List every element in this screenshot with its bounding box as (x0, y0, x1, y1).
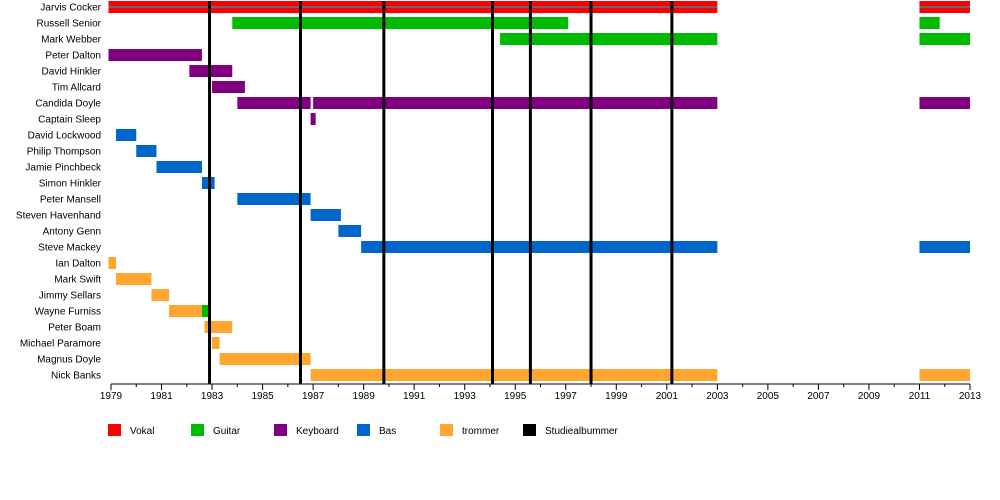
legend-label-guitar: Guitar (213, 426, 241, 437)
bar-keyboard (237, 97, 311, 109)
bar-keyboard (919, 97, 970, 109)
member-name: Simon Hinkler (39, 179, 102, 190)
tick-label: 2005 (757, 391, 780, 402)
legend-label-drums: trommer (462, 426, 500, 437)
tick-label: 1983 (201, 391, 224, 402)
bar-drums (212, 337, 220, 349)
legend-swatch-album (523, 424, 536, 436)
tick-label: 1989 (353, 391, 376, 402)
member-name: Steven Havenhand (16, 211, 101, 222)
member-name: Captain Sleep (38, 115, 101, 126)
legend-swatch-drums (440, 424, 453, 436)
member-names: Jarvis Cocker Russell Senior Mark Webber Pe… (16, 3, 102, 382)
tick-label: 1997 (555, 391, 578, 402)
member-name: Magnus Doyle (37, 355, 101, 366)
bar-drums (108, 257, 117, 269)
tick-label: 1979 (100, 391, 123, 402)
bar-drums (169, 305, 202, 317)
bar-bass (156, 161, 202, 173)
bar-guitar (919, 17, 940, 29)
member-name: Philip Thompson (27, 147, 101, 158)
vocal-bar-stripe (108, 6, 718, 8)
tick-label: 1981 (150, 391, 173, 402)
legend-label-bass: Bas (379, 426, 396, 437)
member-name: Mark Swift (54, 275, 101, 286)
bar-bass (361, 241, 718, 253)
member-name: Jimmy Sellars (39, 291, 101, 302)
tick-label: 2009 (858, 391, 881, 402)
bar-drums (116, 273, 152, 285)
legend-swatch-bass (357, 424, 370, 436)
legend-swatch-vocal (108, 424, 121, 436)
member-name: Tim Allcard (52, 83, 101, 94)
bar-guitar (201, 305, 210, 317)
album-lines (208, 1, 674, 384)
member-name: David Lockwood (28, 131, 101, 142)
legend-label-vocal: Vokal (130, 426, 154, 437)
bar-bass (338, 225, 362, 237)
tick-label: 2011 (909, 391, 931, 402)
member-name: Peter Dalton (45, 51, 101, 62)
bar-drums (310, 369, 718, 381)
legend-swatch-keyboard (274, 424, 287, 436)
bar-bass (919, 241, 970, 253)
member-name: Peter Mansell (40, 195, 101, 206)
member-name: Peter Boam (48, 323, 101, 334)
tick-label: 2001 (656, 391, 679, 402)
member-name: Antony Genn (43, 227, 101, 238)
tick-label: 1999 (605, 391, 628, 402)
bar-bass (310, 209, 341, 221)
tick-label: 1991 (403, 391, 426, 402)
tick-label: 2013 (959, 391, 982, 402)
bar-guitar (232, 17, 569, 29)
bar-keyboard (212, 81, 245, 93)
member-name: Wayne Furniss (35, 307, 101, 318)
tick-label: 1995 (504, 391, 527, 402)
member-name: Michael Paramore (20, 339, 102, 350)
member-bars (108, 1, 970, 381)
bar-drums (204, 321, 233, 333)
x-axis: 1979 1981 1983 1985 1987 1989 1991 1993 1995 1997… (100, 383, 982, 402)
member-name: Russell Senior (37, 19, 102, 30)
tick-label: 1987 (302, 391, 325, 402)
bar-drums (151, 289, 170, 301)
bar-guitar (500, 33, 718, 45)
legend-label-keyboard: Keyboard (296, 426, 339, 437)
tick-label: 1985 (251, 391, 274, 402)
bar-guitar (919, 33, 970, 45)
bar-bass (116, 129, 137, 141)
bar-drums (919, 369, 970, 381)
member-name: David Hinkler (42, 67, 102, 78)
legend: Vokal Guitar Keyboard Bas trommer Studiealbum… (108, 424, 618, 437)
tick-label: 2003 (706, 391, 729, 402)
bar-drums (219, 353, 311, 365)
legend-label-album: Studiealbummer (545, 426, 618, 437)
tick-label: 1993 (454, 391, 477, 402)
member-name: Nick Banks (51, 371, 101, 382)
member-name: Ian Dalton (55, 259, 101, 270)
member-name: Candida Doyle (35, 99, 101, 110)
member-name: Mark Webber (41, 35, 102, 46)
bar-bass (136, 145, 157, 157)
bar-keyboard (313, 97, 718, 109)
bar-bass (237, 193, 311, 205)
member-name: Steve Mackey (38, 243, 101, 254)
bar-keyboard (310, 113, 316, 125)
vocal-bar-stripe (919, 6, 970, 8)
bar-keyboard (108, 49, 202, 61)
tick-label: 2007 (807, 391, 830, 402)
member-name: Jarvis Cocker (40, 3, 101, 14)
member-name: Jamie Pinchbeck (25, 163, 102, 174)
legend-swatch-guitar (191, 424, 204, 436)
